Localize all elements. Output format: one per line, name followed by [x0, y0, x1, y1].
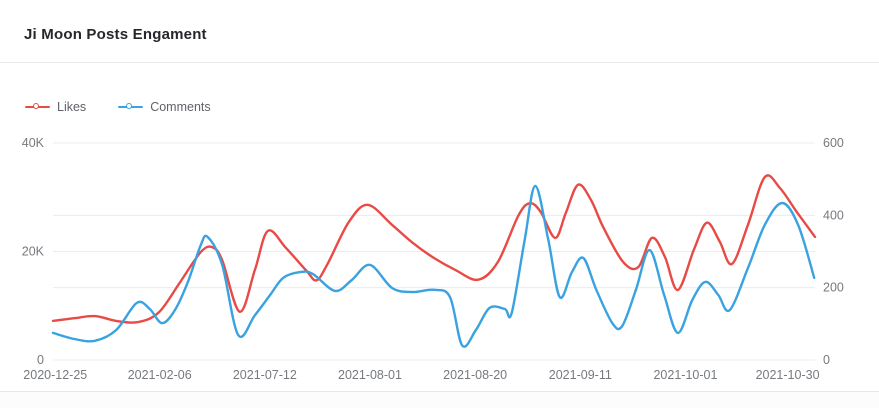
x-axis-labels: 2020-12-25 2021-02-06 2021-07-12 2021-08-01… — [23, 368, 819, 382]
series-line-likes[interactable] — [51, 174, 817, 324]
right-axis-tick-label: 0 — [823, 353, 830, 367]
right-axis-tick-label: 400 — [823, 208, 844, 222]
x-axis-tick-label: 2021-08-20 — [443, 368, 507, 382]
x-axis-tick-label: 2021-08-01 — [338, 368, 402, 382]
x-axis-tick-label: 2021-10-30 — [756, 368, 820, 382]
bottom-divider — [0, 391, 879, 392]
legend-line-icon — [118, 102, 144, 112]
legend-item-likes[interactable]: Likes — [25, 100, 86, 114]
x-axis-tick-label: 2021-07-12 — [233, 368, 297, 382]
y-axis-right-labels: 0 200 400 600 — [823, 136, 844, 367]
series-line-comments[interactable] — [51, 184, 816, 348]
right-axis-tick-label: 200 — [823, 281, 844, 295]
gridlines — [53, 142, 815, 361]
x-axis-tick-label: 2020-12-25 — [23, 368, 87, 382]
legend-line-icon — [25, 102, 50, 112]
x-axis-tick-label: 2021-02-06 — [128, 368, 192, 382]
bottom-strip — [0, 392, 879, 408]
title-divider — [0, 62, 879, 63]
y-axis-left-labels: 0 20K 40K — [22, 136, 45, 367]
legend-label: Likes — [57, 100, 87, 114]
right-axis-tick-label: 600 — [823, 136, 844, 150]
x-axis-tick-label: 2021-10-01 — [653, 368, 717, 382]
left-axis-tick-label: 0 — [37, 353, 44, 367]
x-axis-tick-label: 2021-09-11 — [549, 368, 612, 382]
legend-label: Comments — [150, 100, 211, 114]
page-title: Ji Moon Posts Engament — [24, 26, 207, 43]
left-axis-tick-label: 40K — [22, 136, 45, 150]
legend-item-comments[interactable]: Comments — [118, 100, 211, 114]
chart-legend: Likes Comments — [25, 100, 211, 114]
left-axis-tick-label: 20K — [22, 245, 45, 259]
